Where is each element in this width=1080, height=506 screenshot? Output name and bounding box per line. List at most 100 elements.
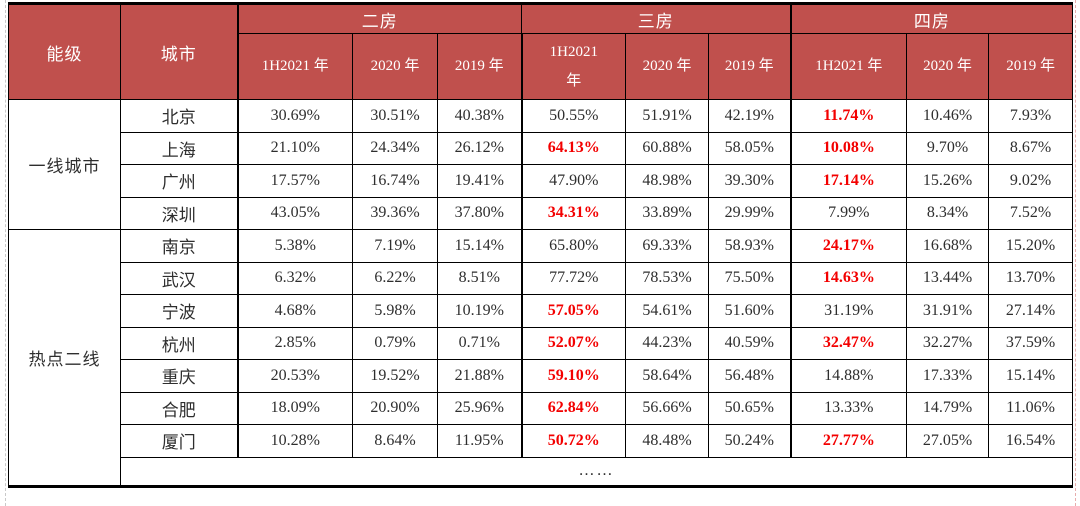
value-cell: 8.64% (352, 424, 438, 458)
value-cell-highlighted: 27.77% (789, 424, 908, 458)
value-cell: 5.98% (352, 294, 438, 328)
value-cell: 26.12% (436, 131, 523, 165)
table-row: 杭州 2.85% 0.79% 0.71% 52.07% 44.23% 40.59% 32.47… (9, 326, 1074, 360)
value-cell: 40.38% (436, 99, 523, 133)
value-cell: 15.14% (436, 229, 523, 263)
value-cell: 30.51% (352, 99, 438, 133)
table-row: 热点二线 南京 5.38% 7.19% 15.14% 65.80% 69.33% 58.93%… (8, 229, 1074, 487)
ellipsis-row: …… (9, 456, 1074, 487)
ellipsis-cell: …… (119, 456, 1074, 487)
value-cell-highlighted: 24.17% (789, 229, 908, 263)
value-cell: 56.48% (708, 359, 792, 393)
value-cell: 13.70% (988, 261, 1074, 295)
value-cell: 11.06% (988, 391, 1074, 425)
value-cell: 37.59% (988, 326, 1074, 360)
value-cell: 30.69% (236, 99, 353, 133)
value-cell: 18.09% (236, 391, 353, 425)
city-column-header: 城市 (120, 3, 238, 100)
year-header-label: 1H2021 年 (815, 58, 883, 75)
year-header-label: 2020 年 (370, 58, 420, 75)
value-cell: 33.89% (625, 196, 710, 230)
city-cell: 重庆 (120, 359, 238, 393)
value-cell-highlighted: 50.72% (520, 424, 627, 458)
value-cell: 19.41% (436, 164, 523, 198)
city-cell: 深圳 (120, 196, 238, 230)
value-cell: 16.68% (906, 229, 990, 263)
group-header-row: 能级 城市 二房 三房 四房 (8, 3, 1074, 100)
year-header-label: 2019 年 (454, 58, 504, 75)
city-cell: 上海 (120, 131, 238, 165)
group-header-4room: 四房 (789, 3, 1074, 34)
value-cell: 2.85% (236, 326, 353, 360)
value-cell-highlighted: 62.84% (520, 391, 627, 425)
value-cell: 10.46% (906, 99, 990, 133)
year-header: 2020 年 (352, 33, 438, 100)
value-cell-highlighted: 52.07% (520, 326, 627, 360)
value-cell: 11.95% (436, 424, 523, 458)
year-header-label: 2019 年 (1006, 58, 1055, 75)
value-cell-highlighted: 57.05% (520, 294, 627, 328)
value-cell: 39.30% (708, 164, 792, 198)
value-cell: 6.32% (236, 261, 353, 295)
value-cell: 17.33% (906, 359, 990, 393)
value-cell: 0.71% (436, 326, 523, 360)
value-cell: 14.88% (789, 359, 908, 393)
value-cell-highlighted: 17.14% (789, 164, 908, 198)
year-header-row: 1H2021 年 2020 年 2019 年 1H2021 年 2020 年 2… (9, 33, 1074, 100)
value-cell: 39.36% (352, 196, 438, 230)
city-cell: 宁波 (120, 294, 238, 328)
value-cell: 58.64% (625, 359, 710, 393)
value-cell: 6.22% (352, 261, 438, 295)
value-cell-highlighted: 14.63% (789, 261, 908, 295)
value-cell: 20.53% (236, 359, 353, 393)
value-cell: 20.90% (352, 391, 438, 425)
table-row: 重庆 20.53% 19.52% 21.88% 59.10% 58.64% 56.48% 14… (9, 359, 1074, 393)
city-cell: 武汉 (120, 261, 238, 295)
value-cell: 48.98% (625, 164, 710, 198)
value-cell: 42.19% (708, 99, 792, 133)
value-cell-highlighted: 34.31% (520, 196, 627, 230)
value-cell: 50.24% (708, 424, 792, 458)
value-cell: 51.91% (625, 99, 710, 133)
value-cell: 5.38% (236, 229, 353, 263)
year-header: 2019 年 (436, 33, 523, 100)
value-cell: 17.57% (236, 164, 353, 198)
group-header-3room: 三房 (521, 3, 792, 34)
value-cell: 10.28% (236, 424, 353, 458)
year-header: 2020 年 (906, 33, 990, 100)
table-container: 能级 城市 二房 三房 四房 1H2021 年 2020 年 2019 年 1H… (5, 0, 1076, 506)
city-cell: 杭州 (120, 326, 238, 360)
value-cell: 44.23% (625, 326, 710, 360)
value-cell-highlighted: 11.74% (789, 99, 908, 133)
value-cell: 16.74% (352, 164, 438, 198)
city-cell: 合肥 (120, 391, 238, 425)
value-cell: 40.59% (708, 326, 792, 360)
value-cell: 7.93% (988, 99, 1074, 133)
group-header-2room: 二房 (236, 3, 523, 34)
year-header-label: 1H2021 年 (261, 58, 329, 75)
value-cell: 7.52% (988, 196, 1074, 230)
table-body: 一线城市 北京 30.69% 30.51% 40.38% 50.55% 51.91% 42.1… (8, 99, 1074, 487)
value-cell: 7.99% (789, 196, 908, 230)
value-cell: 58.05% (708, 131, 792, 165)
value-cell: 65.80% (520, 229, 627, 263)
city-cell: 南京 (120, 229, 238, 263)
value-cell-highlighted: 32.47% (789, 326, 908, 360)
table-row: 一线城市 北京 30.69% 30.51% 40.38% 50.55% 51.91% 42.1… (8, 99, 1074, 230)
table-row: 合肥 18.09% 20.90% 25.96% 62.84% 56.66% 50.65% 13… (9, 391, 1074, 425)
value-cell: 78.53% (625, 261, 710, 295)
value-cell: 9.02% (988, 164, 1074, 198)
value-cell: 58.93% (708, 229, 792, 263)
value-cell: 29.99% (708, 196, 792, 230)
value-cell: 31.19% (789, 294, 908, 328)
value-cell: 27.05% (906, 424, 990, 458)
value-cell: 10.19% (436, 294, 523, 328)
value-cell: 13.33% (789, 391, 908, 425)
value-cell: 50.65% (708, 391, 792, 425)
value-cell: 51.60% (708, 294, 792, 328)
value-cell: 27.14% (988, 294, 1074, 328)
value-cell: 60.88% (625, 131, 710, 165)
value-cell: 32.27% (906, 326, 990, 360)
value-cell: 21.10% (236, 131, 353, 165)
table-row: 深圳 43.05% 39.36% 37.80% 34.31% 33.89% 29.99% 7.… (9, 196, 1074, 230)
